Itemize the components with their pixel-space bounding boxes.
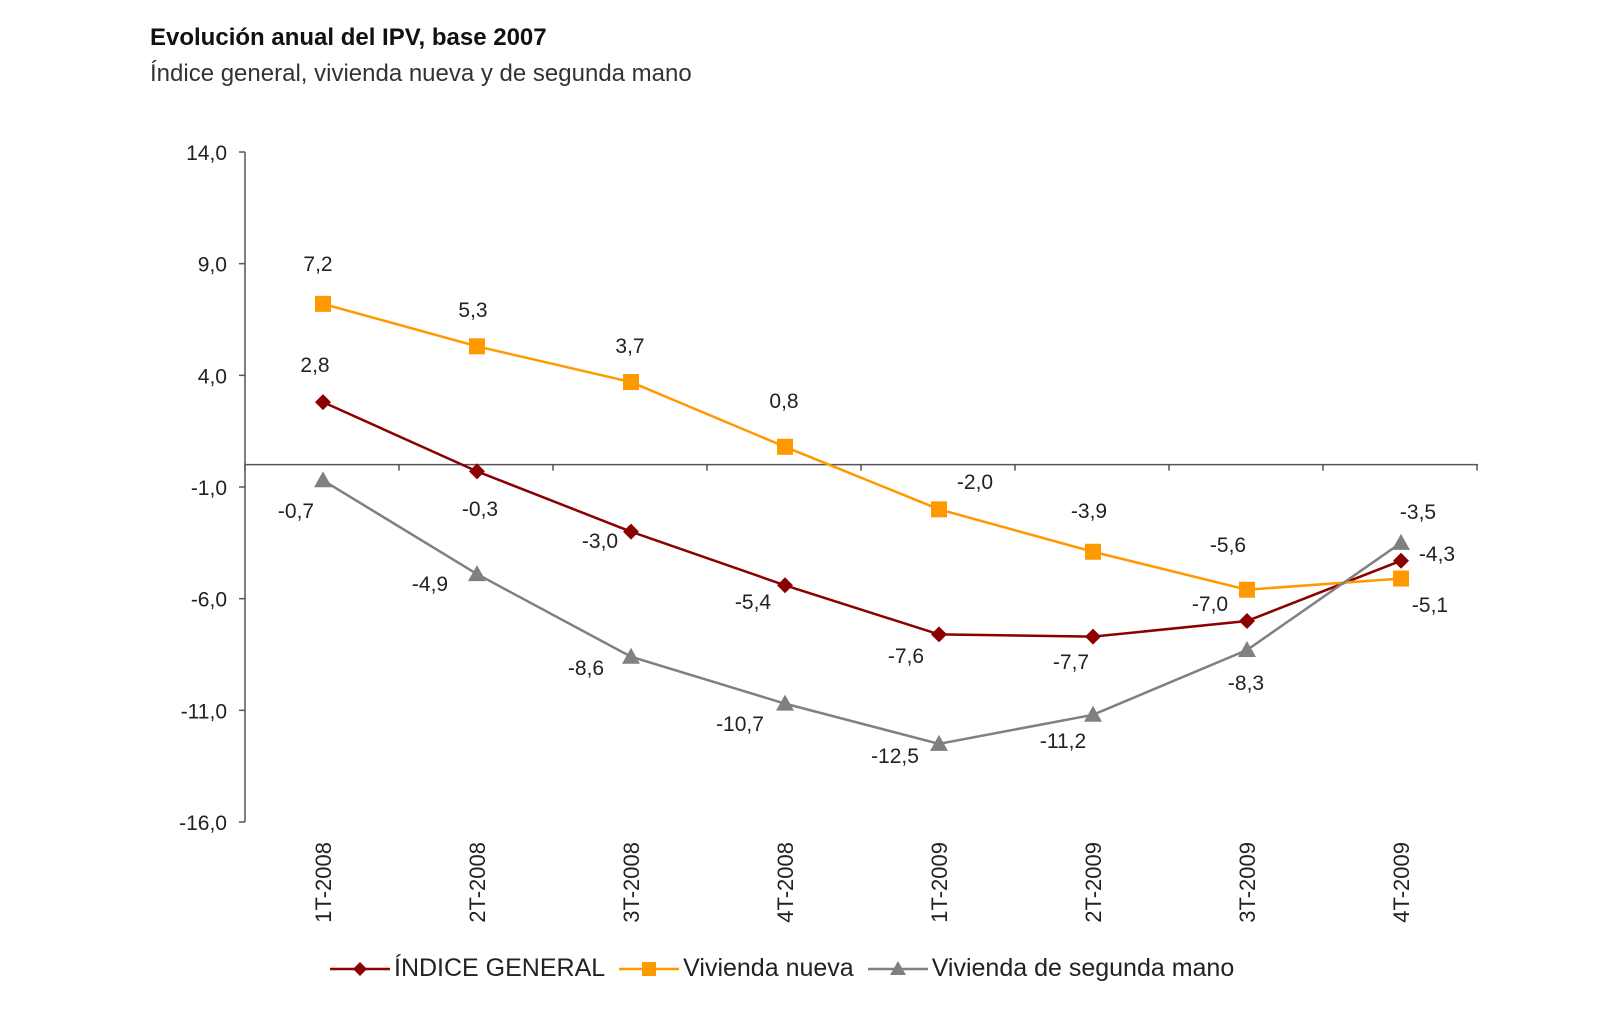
- x-tick-label: 4T-2009: [1389, 842, 1414, 923]
- series-line-0: [322, 400, 1402, 638]
- data-label: -8,6: [568, 657, 604, 680]
- chart-subtitle: Índice general, vivienda nueva y de segu…: [150, 60, 692, 87]
- legend-marker-icon: [619, 961, 680, 976]
- data-point-triangle: [930, 734, 948, 751]
- y-tick-label: -16,0: [179, 812, 227, 835]
- y-tick-label: -11,0: [181, 700, 227, 723]
- x-tick-label: 1T-2009: [927, 842, 952, 923]
- x-tick-label: 4T-2008: [773, 842, 798, 923]
- series-line-2: [322, 479, 1402, 746]
- y-tick-label: 4,0: [198, 365, 227, 388]
- data-point-square: [1239, 581, 1255, 598]
- data-point-diamond: [931, 626, 947, 643]
- data-point-diamond: [1239, 613, 1255, 629]
- data-label: -3,5: [1400, 501, 1436, 524]
- data-point-diamond: [469, 463, 485, 480]
- data-point-square: [623, 374, 639, 391]
- data-point-triangle: [1238, 641, 1256, 658]
- legend-item: Vivienda de segunda mano: [867, 954, 1235, 983]
- x-tick-label: 2T-2009: [1081, 842, 1106, 923]
- data-label: -3,0: [582, 530, 618, 553]
- data-point-diamond: [315, 394, 331, 411]
- data-label: -4,3: [1419, 543, 1455, 566]
- data-label: -4,9: [412, 573, 448, 596]
- data-label: -7,7: [1053, 651, 1089, 674]
- chart-title: Evolución anual del IPV, base 2007: [150, 24, 547, 51]
- legend-item: Vivienda nueva: [619, 954, 854, 983]
- data-point-square: [1393, 570, 1409, 587]
- x-tick-label: 3T-2008: [619, 842, 644, 923]
- y-tick-label: 9,0: [198, 254, 227, 277]
- data-point-triangle: [468, 565, 486, 582]
- y-tick-label: -1,0: [191, 477, 227, 500]
- series-line-1: [322, 302, 1402, 591]
- data-label: -8,3: [1228, 672, 1264, 695]
- data-label: -2,0: [957, 471, 993, 494]
- data-label: -0,3: [462, 498, 498, 521]
- data-point-diamond: [1085, 628, 1101, 645]
- data-point-square: [315, 295, 331, 312]
- data-point-square: [777, 438, 793, 455]
- data-label: -5,1: [1412, 594, 1448, 617]
- data-label: 3,7: [615, 335, 644, 358]
- legend-label: ÍNDICE GENERAL: [394, 954, 606, 982]
- data-label: -7,6: [888, 645, 924, 668]
- y-tick-label: 14,0: [186, 142, 227, 165]
- legend: ÍNDICE GENERAL Vivienda nueva Vivienda de …: [330, 954, 1248, 983]
- legend-marker-icon: [330, 961, 390, 976]
- data-point-triangle: [314, 471, 332, 488]
- data-point-triangle: [622, 647, 640, 664]
- legend-marker-icon: [867, 960, 928, 975]
- data-point-triangle: [1392, 533, 1410, 550]
- data-point-diamond: [777, 577, 793, 594]
- data-label: 2,8: [300, 354, 329, 377]
- legend-label: Vivienda nueva: [683, 954, 854, 982]
- data-label: -5,4: [735, 591, 772, 614]
- data-label: -7,0: [1192, 593, 1228, 616]
- data-label: -11,2: [1040, 730, 1086, 753]
- data-point-diamond: [623, 523, 639, 540]
- data-label: 0,8: [769, 390, 798, 413]
- data-point-square: [1085, 543, 1101, 560]
- data-label: -0,7: [278, 500, 314, 523]
- data-label: -5,6: [1210, 534, 1246, 557]
- x-tick-label: 2T-2008: [465, 842, 490, 923]
- legend-label: Vivienda de segunda mano: [931, 954, 1235, 982]
- data-label: 7,2: [303, 253, 332, 276]
- data-point-triangle: [1084, 705, 1102, 722]
- x-tick-label: 1T-2008: [311, 842, 336, 923]
- y-tick-label: -6,0: [191, 589, 227, 612]
- data-point-square: [931, 501, 947, 518]
- data-point-diamond: [1393, 552, 1409, 569]
- data-label: -10,7: [716, 713, 764, 736]
- data-label: -3,9: [1071, 500, 1107, 523]
- data-point-square: [469, 338, 485, 355]
- x-tick-label: 3T-2009: [1235, 842, 1260, 923]
- legend-item: ÍNDICE GENERAL: [330, 954, 605, 983]
- data-label: 5,3: [458, 299, 487, 322]
- data-point-triangle: [776, 694, 794, 711]
- data-label: -12,5: [871, 745, 919, 768]
